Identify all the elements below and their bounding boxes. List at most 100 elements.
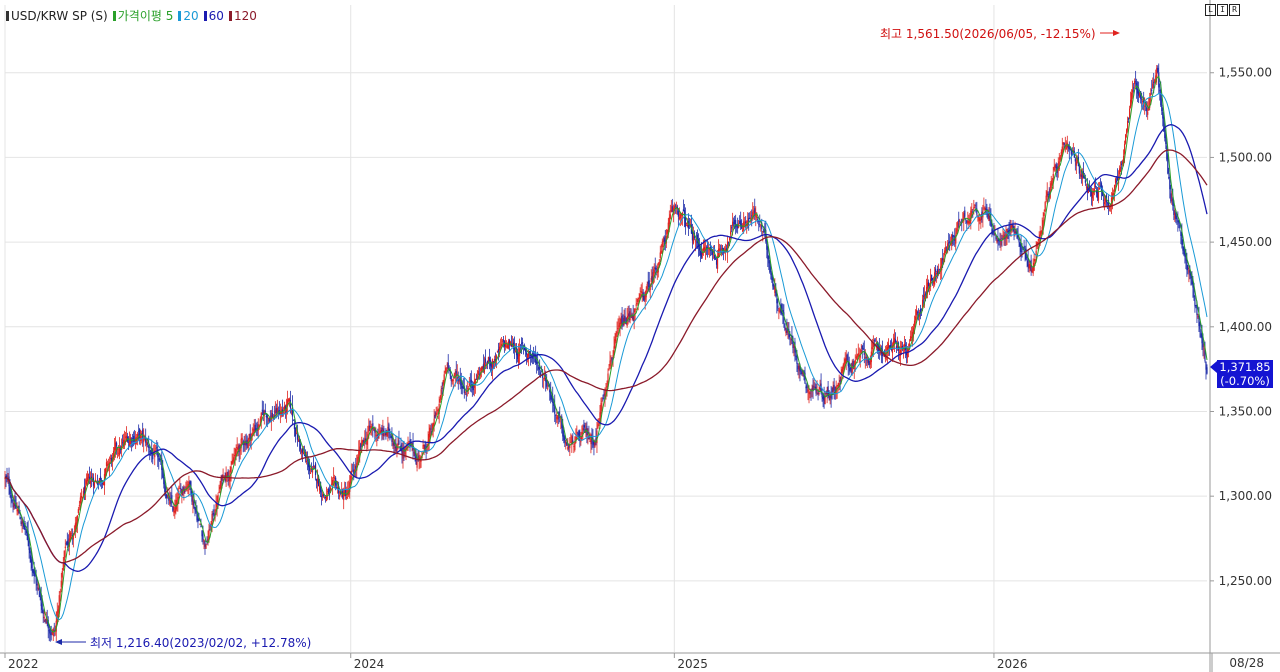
candle-body [748, 218, 750, 222]
scale-i-button[interactable]: I [1217, 4, 1228, 16]
candle-body [987, 213, 989, 219]
candle-body [1031, 269, 1033, 273]
candle-body [218, 491, 220, 493]
candle-body [59, 591, 61, 593]
candle-body [620, 319, 622, 325]
candle-body [689, 224, 692, 226]
candle-body [1181, 232, 1183, 245]
candle-body [1047, 193, 1049, 196]
candle-body [447, 362, 449, 369]
candle-body [760, 224, 762, 226]
candle-body [632, 314, 634, 320]
candle-body [508, 339, 511, 346]
candle-body [496, 350, 499, 352]
candle-body [484, 358, 486, 363]
candle-body [172, 506, 174, 511]
candle-body [198, 518, 200, 521]
candle-body [418, 455, 420, 461]
candle-body [56, 611, 58, 622]
candle-body [502, 339, 505, 342]
current-price: 1,371.85 [1219, 360, 1271, 374]
candle-body [44, 619, 46, 623]
candle-body [611, 357, 613, 360]
candle-body [226, 474, 228, 477]
candle-body [906, 348, 909, 358]
candle-body [564, 437, 566, 443]
candle-body [25, 528, 27, 530]
scale-r-button[interactable]: R [1229, 4, 1240, 16]
candle-body [1052, 173, 1054, 180]
candle-body [1096, 189, 1099, 198]
candle-body [555, 415, 557, 416]
candle-body [308, 464, 311, 472]
candle-body [327, 491, 329, 492]
candle-body [776, 298, 778, 304]
candle-body [216, 503, 218, 507]
candle-body [741, 224, 743, 229]
candle-body [575, 436, 577, 443]
candle-body [471, 384, 473, 388]
candle-body [365, 438, 367, 442]
candle-body [395, 444, 397, 452]
candle-body [731, 227, 733, 229]
candle-body [322, 493, 325, 496]
scale-l-button[interactable]: L [1205, 4, 1216, 16]
candle-body [572, 440, 574, 443]
candle-body [387, 426, 389, 433]
candle-body [751, 215, 753, 217]
candle-body [451, 379, 453, 382]
candle-body [273, 415, 275, 418]
candle-body [399, 447, 401, 449]
candle-body [1148, 107, 1150, 111]
candle-body [517, 352, 520, 363]
candle-body [265, 415, 267, 418]
candle-body [1000, 239, 1002, 246]
candle-body [839, 380, 841, 383]
candle-body [201, 530, 203, 537]
candle-body [51, 632, 53, 634]
candle-body [815, 386, 817, 394]
candle-body [506, 345, 509, 348]
candle-body [942, 258, 944, 261]
candle-body [326, 495, 328, 501]
candle-body [912, 327, 915, 334]
candle-body [467, 388, 469, 390]
candle-body [466, 389, 468, 392]
candle-body [74, 523, 76, 532]
candle-body [145, 437, 147, 443]
candle-body [464, 392, 466, 394]
candle-body [391, 434, 393, 442]
candle-body [1097, 191, 1100, 201]
candle-body [800, 372, 802, 374]
candle-body [1133, 87, 1135, 89]
candle-body [113, 447, 116, 451]
candle-body [505, 345, 508, 347]
candle-body [861, 345, 863, 349]
candle-body [889, 345, 892, 349]
candle-body [797, 365, 799, 370]
candle-body [1142, 100, 1144, 102]
candle-body [720, 248, 723, 251]
candle-body [319, 481, 322, 493]
candle-body [296, 434, 299, 440]
candle-body [678, 217, 680, 220]
candle-body [628, 313, 630, 317]
candle-body [1114, 178, 1117, 184]
candle-body [295, 433, 298, 435]
candle-body [279, 411, 281, 415]
candle-body [1009, 229, 1011, 231]
candle-body [795, 355, 797, 357]
candle-body [1060, 151, 1062, 157]
candle-body [428, 433, 430, 443]
candle-body [1072, 150, 1074, 152]
candlesticks [4, 63, 1208, 642]
candle-body [386, 430, 388, 437]
candle-body [1161, 104, 1163, 112]
candle-body [697, 239, 700, 247]
candle-body [238, 445, 240, 453]
candle-body [1013, 226, 1015, 233]
candle-body [805, 386, 807, 389]
candle-body [115, 442, 118, 447]
candle-body [1035, 250, 1037, 259]
